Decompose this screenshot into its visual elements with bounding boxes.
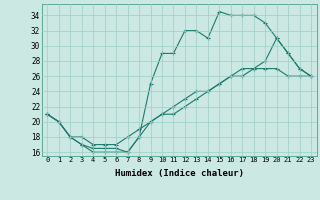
X-axis label: Humidex (Indice chaleur): Humidex (Indice chaleur) <box>115 169 244 178</box>
